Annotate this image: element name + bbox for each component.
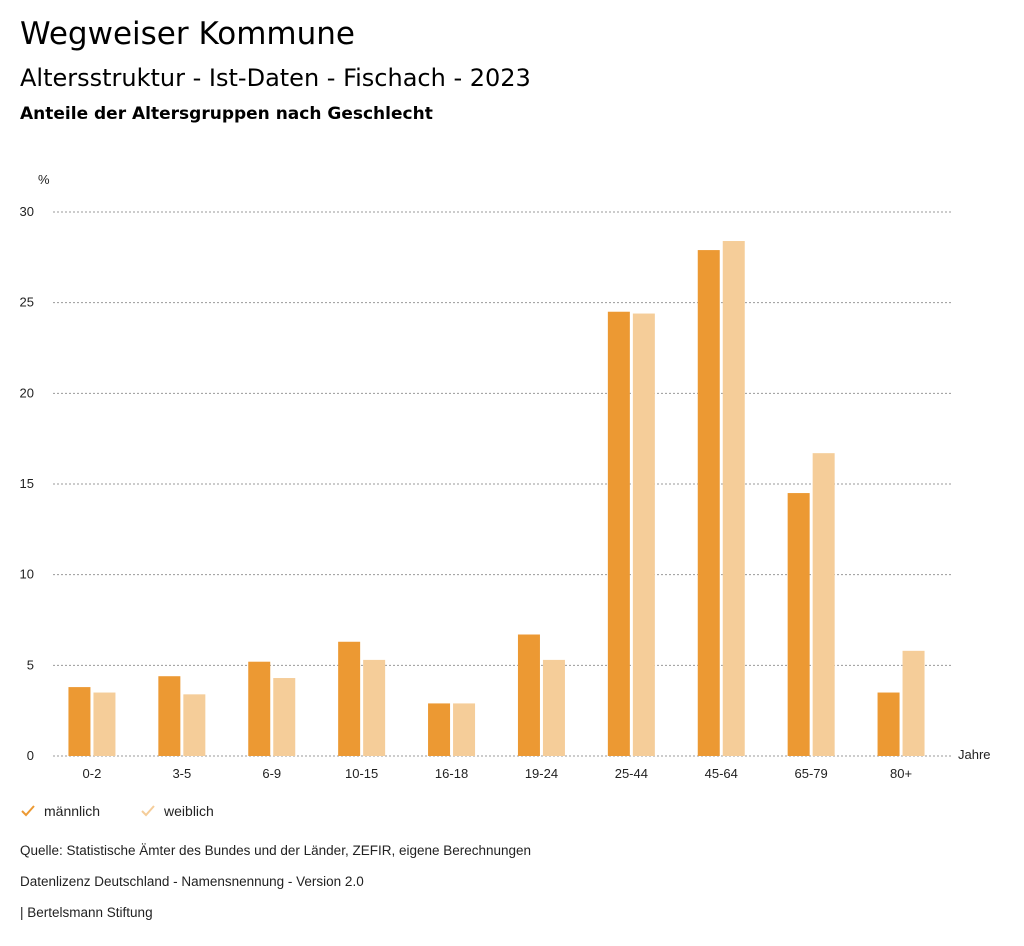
credit-text: | Bertelsmann Stiftung — [20, 905, 153, 920]
x-tick-label: 10-15 — [345, 766, 378, 781]
license-text: Datenlizenz Deutschland - Namensnennung … — [20, 874, 364, 889]
x-tick-label: 65-79 — [795, 766, 828, 781]
legend-item-weiblich[interactable]: weiblich — [140, 803, 214, 819]
bar-männlich-0-2 — [68, 687, 91, 756]
bar-männlich-16-18 — [428, 703, 451, 756]
bar-männlich-6-9 — [248, 661, 271, 756]
bar-männlich-3-5 — [158, 676, 181, 756]
bar-männlich-10-15 — [338, 641, 361, 756]
legend-label: weiblich — [164, 803, 214, 819]
y-axis-label: % — [38, 172, 50, 187]
bar-männlich-19-24 — [517, 634, 540, 756]
x-tick-label: 80+ — [890, 766, 912, 781]
bar-weiblich-16-18 — [453, 703, 476, 756]
y-tick-label: 15 — [20, 476, 34, 491]
y-tick-label: 30 — [20, 204, 34, 219]
source-text: Quelle: Statistische Ämter des Bundes un… — [20, 843, 532, 858]
bar-weiblich-25-44 — [632, 313, 655, 756]
x-tick-label: 25-44 — [615, 766, 648, 781]
legend: männlich weiblich — [20, 803, 214, 819]
x-tick-label: 3-5 — [172, 766, 191, 781]
check-icon — [141, 805, 155, 817]
bar-weiblich-45-64 — [722, 241, 745, 757]
bar-weiblich-80+ — [902, 650, 925, 756]
x-tick-label: 19-24 — [525, 766, 558, 781]
bar-männlich-45-64 — [697, 250, 720, 756]
bar-männlich-65-79 — [787, 493, 810, 756]
bar-chart: 0 5 10 15 20 25 30% Jahre 0-2 3-5 6-9 10-15 16-18 19-… — [20, 172, 991, 781]
y-tick-label: 0 — [27, 748, 34, 763]
bar-weiblich-19-24 — [542, 659, 565, 756]
x-axis-label: Jahre — [958, 747, 991, 762]
page-title: Wegweiser Kommune — [20, 16, 355, 52]
y-tick-label: 5 — [27, 657, 34, 672]
legend-item-maennlich[interactable]: männlich — [20, 803, 100, 819]
bar-weiblich-0-2 — [93, 692, 116, 756]
x-tick-label: 0-2 — [83, 766, 102, 781]
bar-weiblich-10-15 — [363, 659, 386, 756]
x-tick-label: 16-18 — [435, 766, 468, 781]
chart-subtitle: Altersstruktur - Ist-Daten - Fischach - … — [20, 64, 531, 92]
x-tick-label: 6-9 — [262, 766, 281, 781]
legend-label: männlich — [44, 803, 101, 819]
bar-weiblich-6-9 — [273, 678, 296, 756]
bar-weiblich-65-79 — [812, 453, 835, 756]
x-tick-label: 45-64 — [705, 766, 738, 781]
y-tick-label: 10 — [20, 567, 34, 582]
bar-weiblich-3-5 — [183, 694, 206, 756]
bar-männlich-25-44 — [607, 311, 630, 756]
chart-description: Anteile der Altersgruppen nach Geschlech… — [20, 104, 433, 124]
y-tick-label: 25 — [20, 295, 34, 310]
y-tick-label: 20 — [20, 385, 34, 400]
bar-männlich-80+ — [877, 692, 900, 756]
check-icon — [21, 805, 35, 817]
